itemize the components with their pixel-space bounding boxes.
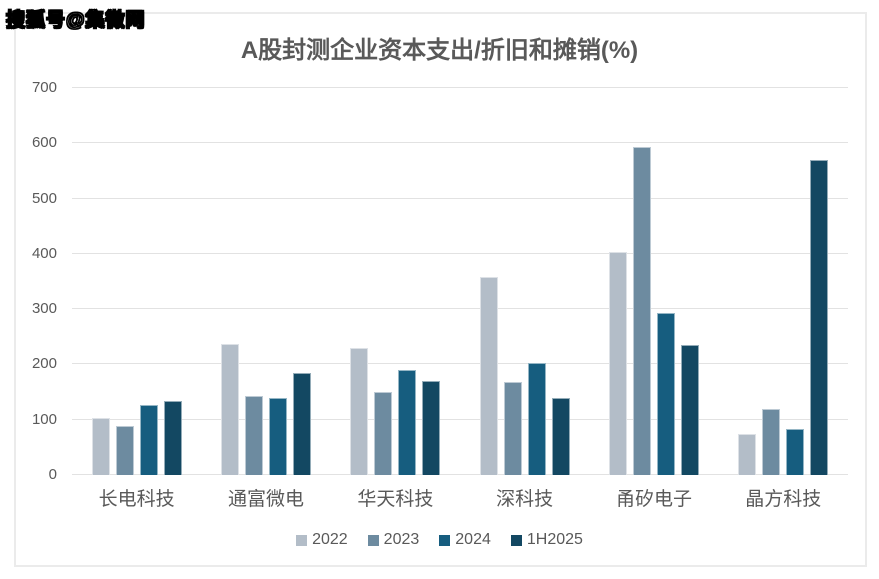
legend-label-2024: 2024 (455, 531, 491, 548)
bar-group-甬矽电子 (589, 88, 718, 475)
bar-2023-甬矽电子 (632, 147, 651, 475)
x-axis-label-深科技: 深科技 (496, 489, 554, 510)
bar-1H2025-深科技 (551, 397, 570, 475)
bar-2024-晶方科技 (786, 428, 805, 475)
bar-1H2025-通富微电 (292, 372, 311, 475)
legend-swatch-icon-1H2025 (510, 534, 522, 546)
bar-2023-深科技 (503, 381, 522, 475)
y-axis-label-100: 100 (31, 410, 57, 428)
bar-2024-华天科技 (398, 369, 417, 475)
x-axis-label-通富微电: 通富微电 (227, 489, 304, 510)
gridline-0 (72, 474, 848, 475)
legend-swatch-icon-2023 (367, 534, 379, 546)
bar-2023-华天科技 (374, 391, 393, 475)
legend-label-1H2025: 1H2025 (526, 531, 583, 548)
plot-area (72, 87, 848, 475)
bar-groups-row (72, 88, 848, 475)
x-axis-label-长电科技: 长电科技 (98, 489, 175, 510)
gridline-100 (72, 418, 848, 420)
y-axis-label-200: 200 (31, 355, 57, 373)
watermark: 搜狐号@集微网 (5, 9, 146, 31)
bar-1H2025-华天科技 (422, 381, 441, 475)
x-axis-label-甬矽电子: 甬矽电子 (615, 489, 692, 510)
y-axis-label-600: 600 (31, 134, 57, 152)
legend: 2022 2023 2024 1H2025 (0, 531, 879, 549)
legend-item-1H2025: 1H2025 (510, 531, 583, 549)
bar-2022-深科技 (479, 277, 498, 475)
legend-label-2022: 2022 (312, 531, 348, 548)
gridline-400 (72, 252, 848, 254)
legend-swatch-icon-2024 (439, 534, 451, 546)
y-axis-label-400: 400 (31, 244, 57, 262)
bar-2022-长电科技 (91, 418, 110, 475)
bar-2024-深科技 (527, 362, 546, 475)
gridline-200 (72, 363, 848, 365)
bar-2024-甬矽电子 (656, 313, 675, 475)
bar-2023-晶方科技 (762, 409, 781, 475)
x-axis-label-华天科技: 华天科技 (357, 489, 434, 510)
bar-2022-晶方科技 (738, 433, 757, 475)
gridline-600 (72, 142, 848, 144)
legend-item-2024: 2024 (439, 531, 491, 549)
x-axis-labels: 长电科技 通富微电 华天科技 深科技 甬矽电子 晶方科技 (72, 488, 848, 512)
gridline-500 (72, 197, 848, 199)
bar-1H2025-晶方科技 (810, 159, 829, 475)
bar-1H2025-长电科技 (163, 401, 182, 475)
bar-1H2025-甬矽电子 (680, 345, 699, 475)
bar-group-深科技 (460, 88, 589, 475)
bar-group-通富微电 (201, 88, 330, 475)
gridline-300 (72, 308, 848, 310)
bar-group-晶方科技 (719, 88, 848, 475)
legend-item-2023: 2023 (367, 531, 420, 549)
y-axis-label-700: 700 (31, 79, 57, 96)
legend-label-2023: 2023 (383, 531, 420, 548)
bar-2022-甬矽电子 (608, 251, 627, 475)
bar-2022-华天科技 (350, 347, 369, 475)
bar-2023-通富微电 (244, 395, 263, 475)
bar-2024-通富微电 (268, 397, 287, 475)
y-axis-label-0: 0 (48, 466, 57, 483)
bar-group-长电科技 (72, 88, 201, 475)
chart-title: A股封测企业资本支出/折旧和摊销(%) (240, 37, 639, 64)
x-axis-label-晶方科技: 晶方科技 (745, 489, 822, 510)
bar-2022-通富微电 (220, 343, 239, 475)
bar-group-华天科技 (331, 88, 460, 475)
legend-item-2022: 2022 (296, 531, 348, 549)
legend-swatch-icon-2022 (296, 534, 308, 546)
bar-2023-长电科技 (115, 426, 134, 475)
bar-2024-长电科技 (139, 405, 158, 475)
chart-border (14, 12, 867, 567)
y-axis-label-500: 500 (31, 189, 57, 207)
y-axis-label-300: 300 (31, 300, 57, 318)
gridline-700 (72, 87, 848, 88)
